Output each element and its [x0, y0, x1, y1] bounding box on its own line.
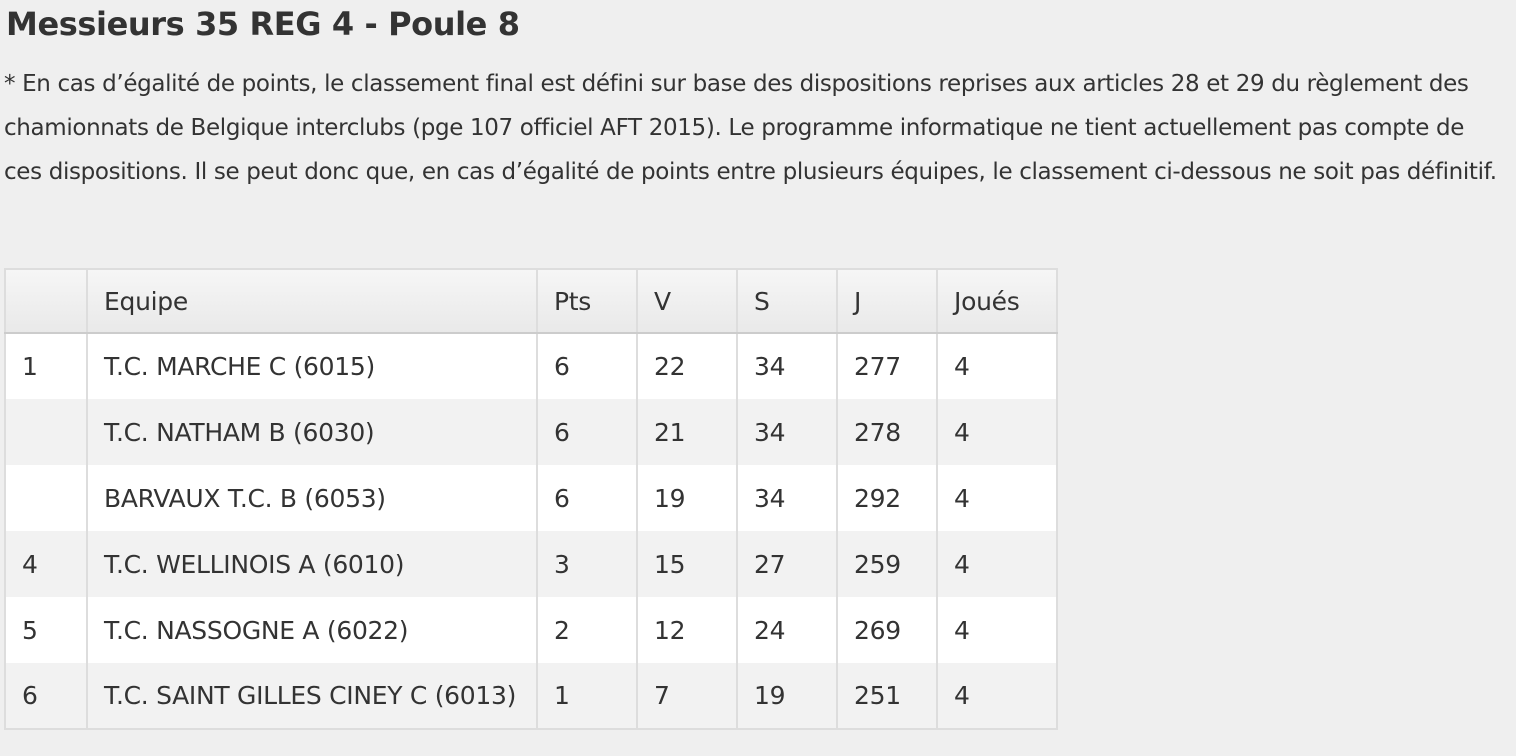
- team-cell: T.C. WELLINOIS A (6010): [86, 531, 538, 597]
- played-cell: 4: [936, 399, 1058, 465]
- played-cell: 4: [936, 663, 1058, 730]
- points-cell: 6: [536, 465, 638, 531]
- j-cell: 259: [836, 531, 938, 597]
- team-cell: T.C. SAINT GILLES CINEY C (6013): [86, 663, 538, 730]
- points-cell: 3: [536, 531, 638, 597]
- page-title: Messieurs 35 REG 4 - Poule 8: [6, 5, 520, 43]
- team-cell: BARVAUX T.C. B (6053): [86, 465, 538, 531]
- standings-table: Equipe Pts V S J Joués 1 T.C. MARCHE C (…: [4, 268, 1058, 730]
- j-cell: 251: [836, 663, 938, 730]
- team-cell: T.C. NASSOGNE A (6022): [86, 597, 538, 663]
- rank-cell: 5: [4, 597, 88, 663]
- rank-cell: 4: [4, 531, 88, 597]
- table-row: T.C. NATHAM B (6030) 6 21 34 278 4: [4, 399, 1058, 465]
- table-row: BARVAUX T.C. B (6053) 6 19 34 292 4: [4, 465, 1058, 531]
- v-cell: 12: [636, 597, 738, 663]
- played-cell: 4: [936, 597, 1058, 663]
- v-cell: 22: [636, 333, 738, 399]
- points-cell: 6: [536, 333, 638, 399]
- v-header: V: [636, 268, 738, 334]
- j-cell: 278: [836, 399, 938, 465]
- points-cell: 1: [536, 663, 638, 730]
- team-cell: T.C. MARCHE C (6015): [86, 333, 538, 399]
- table-row: 5 T.C. NASSOGNE A (6022) 2 12 24 269 4: [4, 597, 1058, 663]
- points-cell: 6: [536, 399, 638, 465]
- v-cell: 15: [636, 531, 738, 597]
- played-cell: 4: [936, 465, 1058, 531]
- s-cell: 19: [736, 663, 838, 730]
- s-cell: 34: [736, 399, 838, 465]
- s-header: S: [736, 268, 838, 334]
- s-cell: 27: [736, 531, 838, 597]
- table-header-row: Equipe Pts V S J Joués: [4, 268, 1058, 334]
- s-cell: 24: [736, 597, 838, 663]
- rank-cell: 1: [4, 333, 88, 399]
- j-cell: 292: [836, 465, 938, 531]
- rank-cell: [4, 399, 88, 465]
- team-header: Equipe: [86, 268, 538, 334]
- s-cell: 34: [736, 465, 838, 531]
- j-header: J: [836, 268, 938, 334]
- team-cell: T.C. NATHAM B (6030): [86, 399, 538, 465]
- j-cell: 269: [836, 597, 938, 663]
- rank-cell: 6: [4, 663, 88, 730]
- rank-cell: [4, 465, 88, 531]
- played-cell: 4: [936, 531, 1058, 597]
- points-header: Pts: [536, 268, 638, 334]
- table-row: 6 T.C. SAINT GILLES CINEY C (6013) 1 7 1…: [4, 663, 1058, 730]
- tiebreak-note: * En cas d’égalité de points, le classem…: [4, 71, 1497, 185]
- v-cell: 21: [636, 399, 738, 465]
- table-row: 1 T.C. MARCHE C (6015) 6 22 34 277 4: [4, 333, 1058, 399]
- rank-header: [4, 268, 88, 334]
- v-cell: 19: [636, 465, 738, 531]
- s-cell: 34: [736, 333, 838, 399]
- played-header: Joués: [936, 268, 1058, 334]
- played-cell: 4: [936, 333, 1058, 399]
- points-cell: 2: [536, 597, 638, 663]
- table-row: 4 T.C. WELLINOIS A (6010) 3 15 27 259 4: [4, 531, 1058, 597]
- j-cell: 277: [836, 333, 938, 399]
- v-cell: 7: [636, 663, 738, 730]
